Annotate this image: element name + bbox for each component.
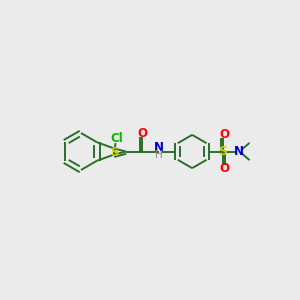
Text: Cl: Cl bbox=[110, 132, 123, 146]
Text: O: O bbox=[220, 162, 230, 175]
Text: S: S bbox=[219, 145, 228, 158]
Text: N: N bbox=[234, 145, 244, 158]
Text: H: H bbox=[155, 150, 163, 161]
Text: N: N bbox=[154, 141, 164, 154]
Text: S: S bbox=[110, 146, 118, 159]
Text: O: O bbox=[138, 127, 148, 140]
Text: O: O bbox=[220, 128, 230, 141]
